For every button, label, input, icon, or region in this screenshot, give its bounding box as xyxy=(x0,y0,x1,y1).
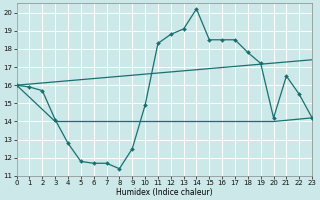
X-axis label: Humidex (Indice chaleur): Humidex (Indice chaleur) xyxy=(116,188,213,197)
